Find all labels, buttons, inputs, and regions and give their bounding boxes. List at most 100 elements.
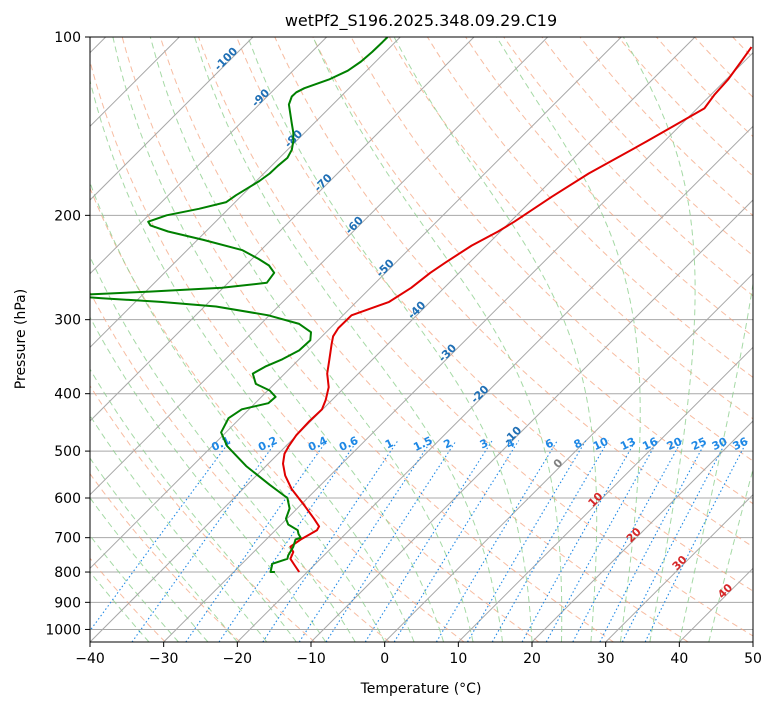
moist-adiabat — [90, 497, 209, 642]
dry-adiabats — [90, 37, 753, 642]
mixing-ratio-line — [644, 440, 748, 642]
dry-adiabat — [90, 186, 465, 642]
y-tick-label: 300 — [54, 313, 81, 329]
moist-adiabat — [90, 414, 268, 642]
isotherm-line — [163, 51, 753, 642]
mixing-ratio-line — [262, 440, 399, 642]
dry-adiabat — [121, 37, 614, 642]
moist-adiabat — [708, 467, 753, 642]
isotherm-line — [90, 37, 622, 570]
moist-adiabat — [194, 37, 503, 642]
moist-adiabat — [112, 37, 445, 642]
x-tick-label: 10 — [449, 651, 467, 667]
isotherm-line — [457, 346, 753, 642]
dewpoint-trace — [90, 37, 389, 573]
isotherm-line — [90, 37, 696, 642]
y-tick-label: 900 — [54, 595, 81, 611]
y-axis-label: Pressure (hPa) — [13, 289, 29, 389]
x-tick-label: −20 — [223, 651, 253, 667]
mixing-ratio-line — [185, 440, 328, 642]
mixing-ratio-line — [131, 440, 278, 642]
mixing-ratio-line — [467, 440, 587, 642]
isotherm-line — [605, 493, 753, 642]
mixing-ratio-label: 36 — [731, 435, 751, 453]
skewed-isotherms — [90, 37, 753, 642]
moist-adiabat — [90, 255, 356, 642]
isotherm-line — [236, 125, 753, 642]
dry-adiabat — [274, 37, 753, 548]
moist-adiabat — [90, 78, 415, 642]
y-tick-label: 700 — [54, 531, 81, 547]
dry-adiabat — [90, 291, 390, 642]
dry-adiabat — [503, 37, 753, 297]
mixing-ratio-line — [521, 440, 637, 642]
x-tick-label: −40 — [75, 651, 105, 667]
moist-adiabat — [90, 534, 179, 642]
plot-area: 0.1 0.2 0.4 0.6 1 1.5 2 3 4 6 8 10 13 16 20 25 30 36-100-… — [90, 37, 753, 642]
x-tick-label: 50 — [744, 651, 762, 667]
x-axis-label: Temperature (°C) — [360, 681, 482, 697]
x-axis: −40 −30 −20 −10 0 10 20 30 40 50 — [75, 642, 762, 667]
temperature-trace — [282, 46, 753, 573]
pressure-gridlines — [90, 37, 753, 630]
y-axis: 1000 900 800 700 600 500 400 300 200 100 — [45, 30, 90, 638]
moist-adiabat — [90, 316, 327, 642]
dry-adiabat — [90, 59, 540, 642]
dry-adiabat — [159, 37, 689, 642]
mixing-ratio-label: 13 — [618, 435, 637, 453]
x-tick-label: −30 — [149, 651, 179, 667]
chart-title: wetPf2_S196.2025.348.09.29.C19 — [285, 11, 557, 31]
x-tick-label: 40 — [670, 651, 688, 667]
dry-adiabat — [236, 37, 753, 592]
moist-adiabat — [496, 37, 641, 642]
isotherm-line — [531, 420, 753, 642]
isotherm-line — [90, 37, 254, 201]
mixing-ratio-label: 25 — [689, 435, 708, 453]
mixing-ratio-label: 16 — [640, 435, 660, 453]
dry-adiabat — [617, 37, 753, 177]
mixing-ratio-line — [393, 440, 520, 642]
y-tick-label: 100 — [54, 30, 81, 46]
isotherm-line — [384, 272, 753, 642]
moist-adiabats — [90, 37, 753, 642]
plot-frame — [89, 36, 754, 643]
y-tick-label: 400 — [54, 387, 81, 403]
mixing-ratio-label: 10 — [591, 435, 611, 453]
y-tick-label: 600 — [54, 491, 81, 507]
moist-adiabat — [312, 37, 563, 642]
moist-adiabat — [393, 37, 598, 642]
moist-adiabat — [90, 181, 386, 642]
dry-adiabat — [198, 37, 753, 637]
mixing-ratio-line — [491, 440, 609, 642]
mixing-ratio-line — [572, 440, 683, 642]
dry-adiabat — [426, 37, 753, 378]
x-tick-label: 20 — [523, 651, 541, 667]
mixing-ratio-lines — [90, 440, 748, 642]
mixing-ratio-line — [298, 440, 432, 642]
mixing-ratio-line — [90, 440, 231, 632]
x-tick-label: 30 — [597, 651, 615, 667]
x-tick-label: 0 — [380, 651, 389, 667]
moist-adiabat — [149, 37, 474, 642]
dry-adiabat — [388, 37, 753, 420]
moist-adiabat — [678, 280, 753, 642]
moist-adiabat — [90, 368, 297, 642]
isotherm-line — [90, 37, 549, 496]
y-tick-label: 800 — [54, 565, 81, 581]
isotherm-line — [90, 37, 328, 275]
y-tick-label: 1000 — [45, 622, 81, 638]
isotherm-line — [310, 199, 753, 642]
dry-adiabat — [90, 384, 316, 642]
mixing-ratio-line — [545, 440, 659, 642]
y-tick-label: 200 — [54, 208, 81, 224]
y-tick-label: 500 — [54, 444, 81, 460]
mixing-ratio-label: 20 — [665, 435, 685, 453]
moist-adiabat — [247, 37, 533, 642]
moist-adiabat — [90, 457, 238, 642]
moist-adiabat — [622, 37, 696, 642]
mixing-ratio-line — [325, 440, 457, 642]
mixing-ratio-label: 30 — [710, 435, 730, 453]
dry-adiabat — [312, 37, 753, 505]
